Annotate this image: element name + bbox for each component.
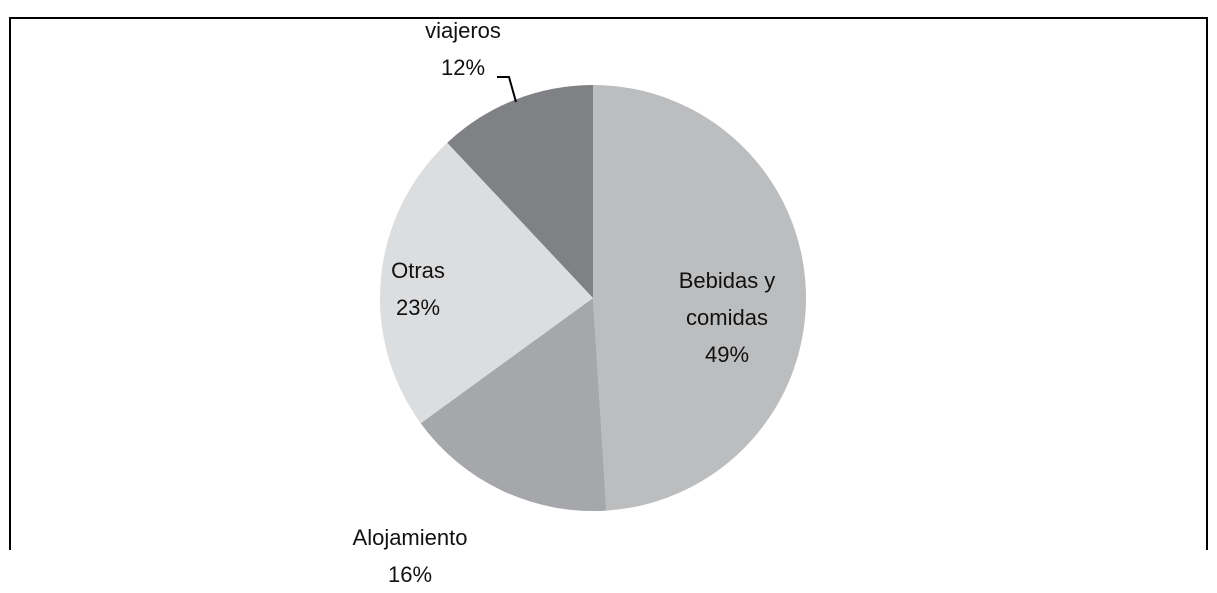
value-label: 49% — [704, 342, 750, 367]
category-label: Otras — [391, 258, 445, 283]
value-label: 12% — [440, 55, 486, 80]
pie-slice — [380, 142, 593, 424]
data-label: Bebidas y comidas 49% — [657, 262, 797, 373]
leader-line — [497, 76, 517, 103]
pie-slice — [420, 298, 607, 511]
category-label: Bebidas y comidas — [678, 268, 776, 330]
frame — [9, 17, 1208, 550]
pie-slice — [593, 85, 807, 511]
data-label: Otras 23% — [358, 252, 478, 326]
category-label: Alojamiento — [352, 525, 468, 550]
value-label: 23% — [395, 295, 441, 320]
data-label: viajeros 12% — [383, 12, 543, 86]
category-label: viajeros — [425, 18, 501, 43]
value-label: 16% — [387, 562, 433, 587]
chart — [9, 17, 1208, 550]
pie-slice — [447, 85, 593, 298]
page: (() => { const data = JSON.parse(documen… — [9, 12, 1208, 587]
data-label: Alojamiento 16% — [310, 519, 510, 593]
